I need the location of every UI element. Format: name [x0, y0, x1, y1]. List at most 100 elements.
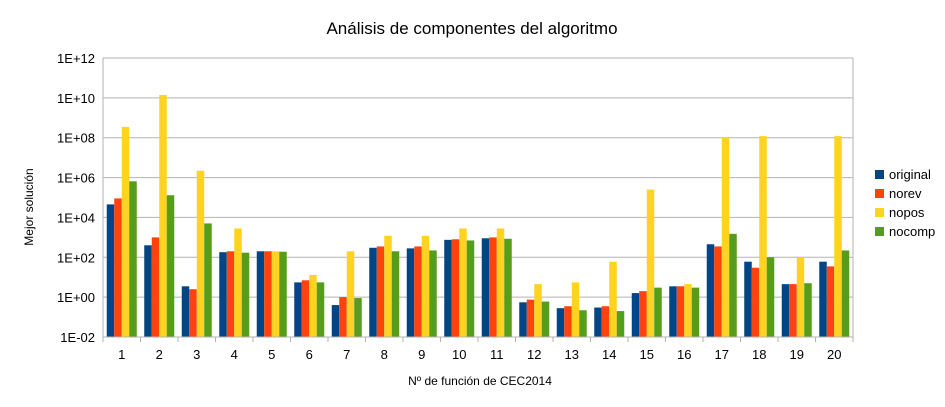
bar-nocomp-3: [204, 223, 212, 337]
bar-nopos-11: [496, 228, 505, 337]
legend-label-nopos: nopos: [889, 205, 925, 220]
bar-nocomp-9: [429, 250, 437, 337]
x-tick-label: 14: [602, 347, 616, 362]
bars: [106, 94, 850, 338]
x-tick-labels: 1 2 3 4 5 6 7 8 9 10 11 12 13 14 15 16 17 18 19 20: [118, 347, 841, 362]
grid: [103, 57, 853, 338]
bar-nopos-12: [534, 284, 542, 337]
bar-original-6: [294, 282, 302, 337]
bar-nocomp-19: [804, 283, 812, 337]
bar-norev-15: [639, 291, 647, 337]
bar-nopos-10: [459, 228, 467, 337]
bar-original-4: [219, 252, 227, 337]
bar-norev-12: [526, 299, 535, 337]
x-tick-label: 10: [452, 347, 466, 362]
bar-norev-14: [601, 306, 610, 337]
y-tick-label: 1E+10: [57, 91, 95, 106]
bar-norev-1: [114, 198, 122, 337]
bar-original-8: [369, 247, 377, 337]
bar-norev-5: [264, 251, 272, 337]
bar-original-9: [406, 248, 415, 337]
bar-norev-8: [376, 246, 385, 337]
bar-nocomp-18: [766, 257, 775, 337]
bar-original-17: [706, 244, 715, 337]
x-tick-label: 17: [715, 347, 729, 362]
bar-nocomp-10: [466, 240, 475, 337]
bar-original-10: [444, 239, 452, 337]
bar-nopos-16: [684, 284, 692, 337]
bar-norev-13: [564, 306, 572, 337]
bar-nocomp-16: [691, 287, 700, 337]
bar-nopos-6: [309, 274, 317, 337]
bar-nopos-15: [646, 189, 655, 337]
bar-nopos-20: [834, 136, 842, 337]
bar-norev-20: [826, 266, 835, 337]
bar-nopos-18: [759, 136, 767, 337]
bar-norev-3: [189, 289, 197, 337]
bar-nocomp-13: [579, 310, 587, 337]
x-tick-label: 1: [118, 347, 125, 362]
bar-nopos-14: [609, 261, 617, 337]
bar-norev-6: [301, 280, 310, 337]
bar-norev-11: [489, 237, 497, 337]
x-tick-label: 2: [156, 347, 163, 362]
x-tick-label: 16: [677, 347, 691, 362]
bar-nopos-8: [384, 235, 392, 337]
bar-norev-17: [714, 246, 722, 337]
bar-original-11: [481, 238, 490, 337]
bar-norev-4: [226, 251, 235, 337]
bar-nocomp-11: [504, 238, 512, 337]
axes: [102, 58, 854, 342]
x-tick-label: 5: [268, 347, 275, 362]
y-axis-label: Mejor solución: [22, 168, 36, 245]
bar-nopos-19: [796, 257, 805, 337]
x-tick-label: 7: [343, 347, 350, 362]
bar-norev-18: [751, 267, 760, 337]
x-tick-label: 18: [752, 347, 766, 362]
y-tick-label: 1E-02: [60, 330, 95, 345]
bar-nocomp-2: [166, 195, 175, 337]
bar-nocomp-7: [354, 298, 362, 337]
bar-nocomp-6: [316, 282, 325, 337]
x-tick-label: 6: [306, 347, 313, 362]
bar-original-13: [556, 308, 565, 337]
bar-norev-9: [414, 246, 422, 337]
bar-nopos-17: [721, 137, 730, 337]
y-tick-label: 1E+06: [57, 171, 95, 186]
legend-swatch-nopos: [875, 208, 884, 217]
bar-nopos-3: [196, 170, 205, 337]
bar-norev-16: [676, 286, 685, 337]
legend-label-original: original: [889, 167, 931, 182]
x-tick-label: 12: [527, 347, 541, 362]
bar-norev-7: [339, 297, 347, 337]
bar-original-12: [519, 302, 527, 337]
bar-nocomp-8: [391, 251, 400, 337]
y-tick-label: 1E+08: [57, 131, 95, 146]
bar-nocomp-20: [841, 250, 850, 337]
y-tick-labels: 1E-02 1E+00 1E+02 1E+04 1E+06 1E+08 1E+10 1E+12: [57, 51, 95, 345]
bar-nopos-1: [121, 126, 130, 338]
bar-original-2: [144, 245, 152, 337]
bar-original-3: [181, 286, 190, 337]
x-tick-label: 13: [565, 347, 579, 362]
bar-nocomp-4: [241, 252, 250, 337]
x-tick-label: 19: [790, 347, 804, 362]
chart-title: Análisis de componentes del algoritmo: [326, 19, 617, 38]
bar-nocomp-14: [616, 311, 625, 337]
bar-nocomp-12: [541, 301, 550, 337]
x-tick-label: 4: [231, 347, 238, 362]
bar-norev-2: [151, 237, 160, 337]
bar-nopos-7: [346, 251, 355, 337]
bar-nocomp-15: [654, 287, 662, 337]
legend-swatch-original: [875, 170, 884, 179]
bar-nopos-2: [159, 94, 167, 337]
legend-label-nocomp: nocomp: [889, 224, 935, 239]
y-tick-label: 1E+00: [57, 290, 95, 305]
x-axis-label: Nº de función de CEC2014: [408, 374, 552, 388]
legend-swatch-norev: [875, 189, 884, 198]
bar-norev-10: [451, 239, 460, 337]
legend-label-norev: norev: [889, 186, 922, 201]
bar-original-7: [331, 305, 340, 337]
